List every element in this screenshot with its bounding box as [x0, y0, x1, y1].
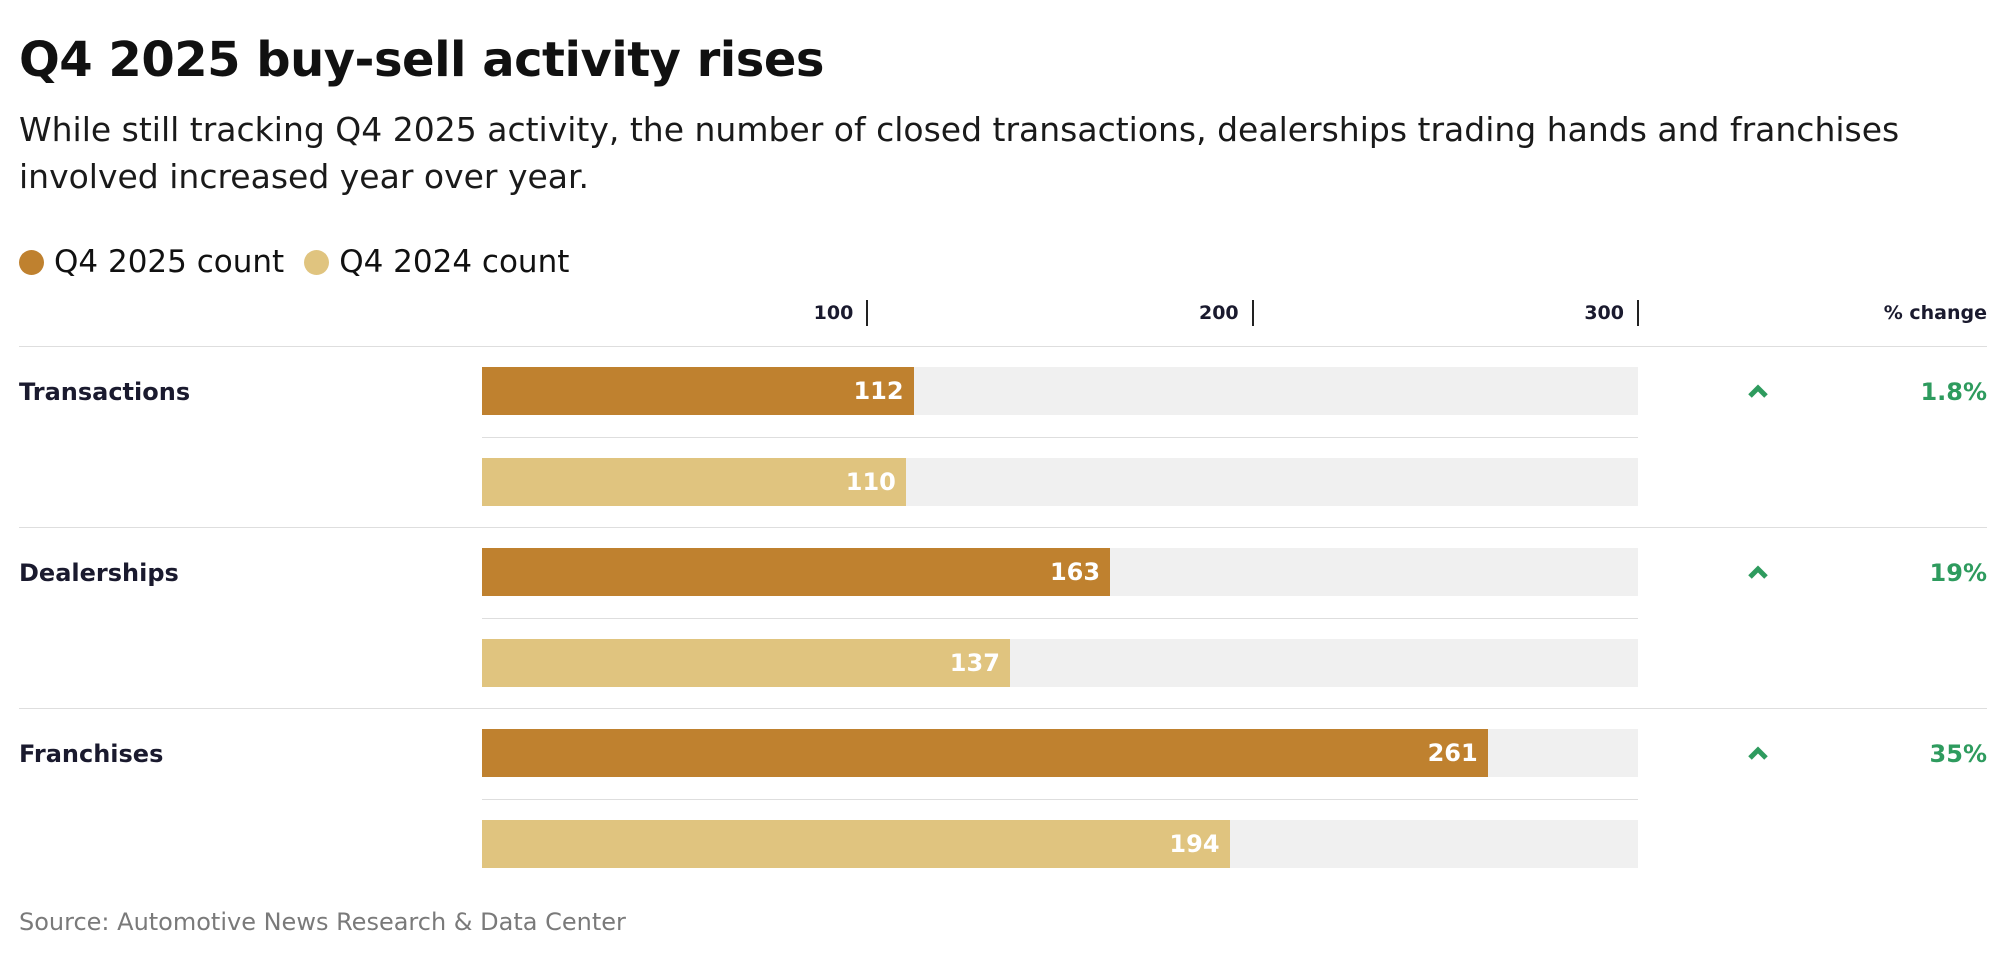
group-divider [19, 527, 1987, 528]
bar-value-label: 261 [1427, 739, 1478, 767]
legend-label-q4-2024: Q4 2024 count [339, 244, 570, 280]
chart-subtitle: While still tracking Q4 2025 activity, t… [19, 110, 1900, 196]
bar-franchises-q4-2025 [482, 729, 1488, 777]
x-tick-mark [1251, 300, 1254, 326]
bar-track: 110 [482, 458, 1638, 506]
series-divider [482, 618, 1638, 619]
category-label-transactions: Transactions [19, 378, 191, 406]
series-divider [482, 437, 1638, 438]
legend-label-q4-2025: Q4 2025 count [54, 244, 285, 280]
pct-change-transactions: 1.8% [1920, 378, 1987, 406]
x-tick-mark [866, 300, 869, 326]
legend-item-q4-2024: Q4 2024 count [304, 244, 569, 280]
bar-value-label: 112 [853, 377, 904, 405]
bar-transactions-q4-2024 [482, 458, 906, 506]
category-label-franchises: Franchises [19, 740, 164, 768]
bar-track: 163 [482, 548, 1638, 596]
legend: Q4 2025 count Q4 2024 count [19, 242, 589, 282]
bar-track: 261 [482, 729, 1638, 777]
legend-swatch-q4-2024 [304, 249, 330, 275]
x-tick-mark [1637, 300, 1639, 326]
bar-value-label: 137 [949, 649, 1000, 677]
bar-transactions-q4-2025 [482, 367, 914, 415]
bar-value-label: 110 [845, 468, 896, 496]
bar-value-label: 194 [1169, 830, 1220, 858]
x-tick-label: 200 [1198, 302, 1239, 324]
bar-value-label: 163 [1049, 558, 1101, 586]
group-divider [19, 708, 1987, 709]
legend-item-q4-2025: Q4 2025 count [19, 244, 284, 280]
category-label-dealerships: Dealerships [19, 559, 179, 587]
legend-swatch-q4-2025 [19, 249, 44, 275]
bar-dealerships-q4-2025 [482, 548, 1111, 596]
chart-container: Q4 2025 buy-sell activity rises While st… [19, 0, 1987, 962]
series-divider [482, 799, 1638, 800]
chevron-up-icon [1748, 565, 1768, 579]
chevron-up-icon [1748, 384, 1768, 398]
chart-title: Q4 2025 buy-sell activity rises [19, 32, 824, 88]
x-tick-label: 100 [813, 302, 854, 324]
source-note: Source: Automotive News Research & Data … [19, 908, 626, 936]
pct-change-header: % change [1883, 302, 1987, 324]
bar-track: 112 [482, 367, 1638, 415]
pct-change-dealerships: 19% [1929, 559, 1987, 587]
pct-change-franchises: 35% [1929, 740, 1987, 768]
chevron-up-icon [1748, 746, 1768, 760]
bar-track: 137 [482, 639, 1638, 687]
bar-track: 194 [482, 820, 1638, 868]
group-divider [19, 346, 1987, 347]
x-tick-label: 300 [1584, 302, 1624, 324]
bar-dealerships-q4-2024 [482, 639, 1010, 687]
bar-franchises-q4-2024 [482, 820, 1230, 868]
